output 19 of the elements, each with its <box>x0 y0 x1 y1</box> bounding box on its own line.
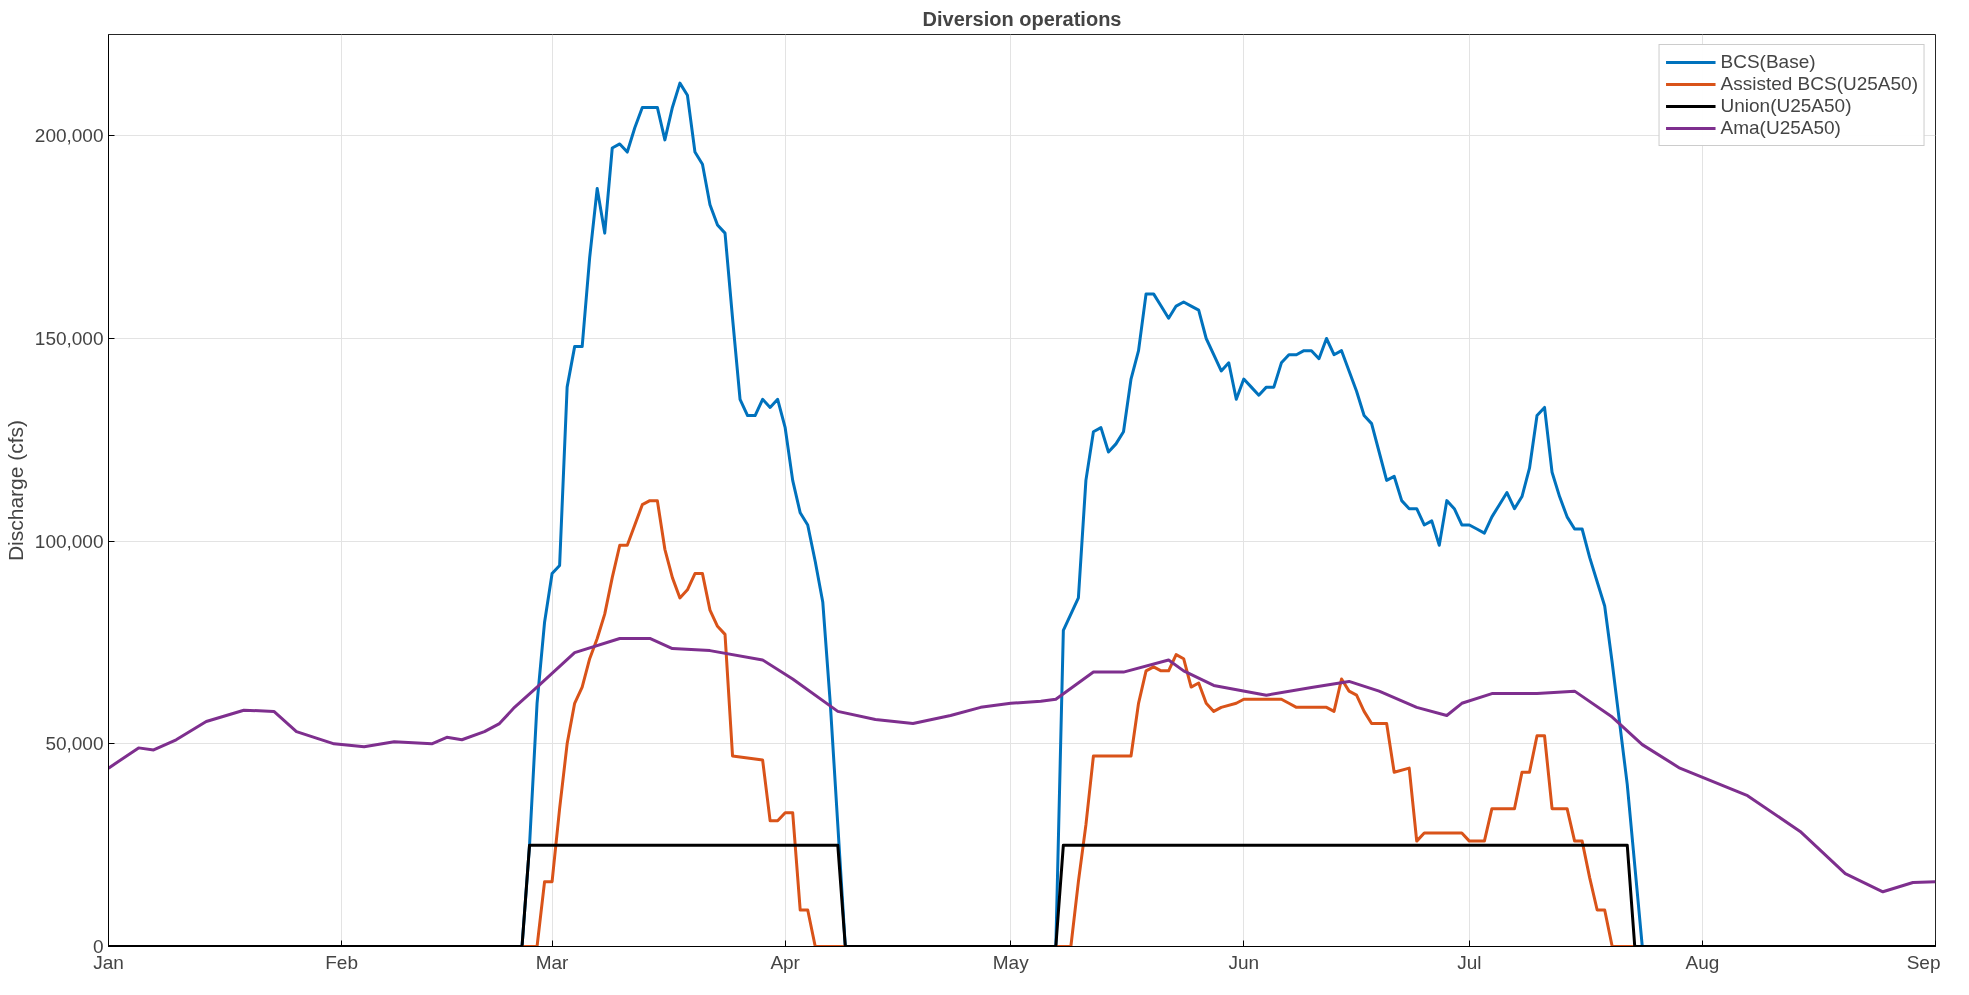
y-tick-label: 0 <box>92 936 104 957</box>
x-tick-label: Feb <box>325 951 358 973</box>
x-tick-label: Jun <box>1228 951 1260 973</box>
legend-label: Ama(U25A50) <box>1720 117 1841 139</box>
legend-label: BCS(Base) <box>1720 51 1816 73</box>
y-tick-label: 50,000 <box>45 733 104 755</box>
y-tick-label: 100,000 <box>34 530 104 552</box>
x-tick-label: Sep <box>1906 951 1941 973</box>
legend-label: Assisted BCS(U25A50) <box>1720 73 1918 95</box>
x-tick-label: Jul <box>1457 951 1482 973</box>
y-tick-label: 200,000 <box>34 125 104 147</box>
y-axis-title: Discharge (cfs) <box>3 419 27 562</box>
chart-title: Diversion operations <box>922 7 1122 30</box>
y-tick-label: 150,000 <box>34 328 104 349</box>
x-tick-label: Aug <box>1685 951 1720 973</box>
x-tick-label: Mar <box>535 951 570 973</box>
x-tick-label: May <box>992 951 1030 973</box>
legend-label: Union(U25A50) <box>1720 95 1852 117</box>
x-tick-label: Apr <box>770 951 801 973</box>
